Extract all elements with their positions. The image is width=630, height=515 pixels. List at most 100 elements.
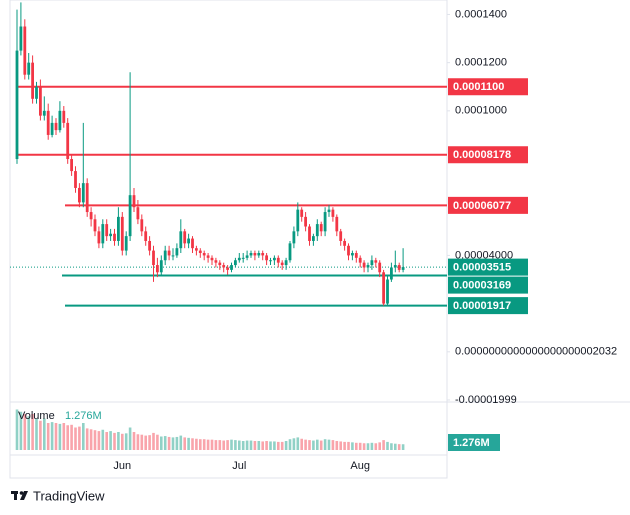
candle-body bbox=[386, 279, 389, 304]
x-tick-label: Jun bbox=[113, 460, 131, 472]
price-label: 0.0001100 bbox=[453, 81, 504, 93]
volume-bar bbox=[280, 441, 284, 450]
volume-bar bbox=[82, 423, 85, 450]
candle-body bbox=[327, 209, 331, 213]
candle-body bbox=[366, 265, 370, 268]
volume-bar bbox=[397, 444, 401, 450]
volume-bar bbox=[62, 423, 66, 450]
volume-bar bbox=[308, 440, 311, 450]
volume-bar bbox=[50, 422, 54, 450]
candle-body bbox=[339, 231, 343, 241]
candle-body bbox=[66, 122, 70, 160]
volume-bar bbox=[370, 442, 374, 450]
candle-body bbox=[276, 257, 280, 263]
volume-bar bbox=[78, 426, 81, 450]
candle-body bbox=[245, 255, 249, 258]
volume-bar bbox=[54, 423, 58, 450]
candle-body bbox=[284, 260, 288, 266]
candle-body bbox=[152, 250, 155, 266]
candle-body bbox=[292, 231, 296, 244]
candle-body bbox=[241, 257, 245, 259]
volume-bar bbox=[253, 441, 257, 450]
volume-bar bbox=[277, 441, 280, 450]
candle-body bbox=[343, 240, 346, 246]
candle-body bbox=[132, 195, 136, 208]
price-label: 0.00008178 bbox=[453, 149, 511, 161]
price-label-box bbox=[448, 276, 528, 294]
y-tick-label: 0.00004000 bbox=[455, 249, 513, 261]
candle-body bbox=[156, 265, 159, 273]
candle-body bbox=[62, 110, 66, 123]
candle-body bbox=[323, 212, 327, 232]
candle-body bbox=[265, 255, 268, 261]
volume-bar bbox=[121, 433, 124, 450]
candle-body bbox=[335, 216, 339, 232]
volume-bar bbox=[39, 420, 42, 450]
volume-bar bbox=[269, 441, 272, 450]
volume-bar bbox=[327, 439, 331, 450]
volume-bar bbox=[35, 418, 38, 450]
volume-bar bbox=[358, 442, 362, 450]
y-tick-label: 0.0001200 bbox=[455, 57, 507, 69]
candle-body bbox=[280, 262, 284, 266]
candle-body bbox=[296, 209, 300, 232]
volume-bar bbox=[206, 439, 210, 450]
volume-bar bbox=[199, 439, 202, 450]
volume-bar bbox=[97, 431, 101, 450]
volume-bar bbox=[117, 432, 120, 450]
volume-bar bbox=[160, 436, 163, 450]
volume-bar bbox=[257, 441, 261, 450]
candle-body bbox=[257, 253, 261, 256]
volume-axis-label: 1.276M bbox=[453, 437, 490, 449]
candle-body bbox=[226, 267, 229, 270]
candle-body bbox=[148, 240, 151, 251]
candle-body bbox=[312, 236, 315, 241]
volume-bar bbox=[124, 433, 128, 450]
candle-body bbox=[144, 231, 148, 241]
candle-body bbox=[214, 260, 218, 263]
candle-body bbox=[109, 233, 112, 237]
candle-body bbox=[390, 267, 393, 280]
volume-bar bbox=[85, 428, 89, 450]
x-tick-label: Jul bbox=[232, 460, 246, 472]
candle-body bbox=[58, 110, 62, 131]
volume-bar bbox=[128, 427, 132, 450]
candle-body bbox=[315, 224, 319, 237]
candle-body bbox=[308, 226, 311, 241]
volume-bar bbox=[187, 437, 190, 450]
volume-bar bbox=[74, 427, 77, 450]
price-label: 0.00003169 bbox=[453, 280, 511, 292]
price-label-box bbox=[448, 196, 528, 214]
volume-bar bbox=[226, 440, 229, 450]
brand-logo bbox=[11, 491, 28, 500]
volume-bar bbox=[179, 435, 183, 450]
volume-bar bbox=[230, 439, 233, 450]
candle-body bbox=[120, 216, 124, 251]
candle-body bbox=[175, 248, 179, 256]
volume-bar bbox=[394, 443, 397, 450]
volume-bar bbox=[241, 441, 245, 450]
candle-body bbox=[39, 86, 42, 116]
candle-body bbox=[370, 260, 374, 266]
volume-bar bbox=[296, 437, 300, 450]
candle-body bbox=[210, 257, 214, 261]
volume-bar bbox=[23, 414, 27, 450]
candle-body bbox=[319, 224, 323, 232]
price-label-box bbox=[448, 78, 528, 96]
candle-body bbox=[273, 257, 276, 261]
candle-body bbox=[35, 86, 38, 99]
candle-body bbox=[230, 265, 233, 270]
volume-bar bbox=[214, 440, 218, 450]
volume-bar bbox=[339, 441, 342, 450]
candle-body bbox=[117, 216, 120, 241]
volume-title: Volume bbox=[18, 410, 55, 422]
candle-body bbox=[288, 243, 292, 261]
candle-body bbox=[74, 171, 77, 188]
volume-bar bbox=[210, 439, 214, 450]
volume-bar bbox=[366, 443, 370, 450]
candle-body bbox=[191, 238, 194, 249]
candle-body bbox=[331, 209, 335, 217]
volume-bar bbox=[347, 441, 350, 450]
volume-bar bbox=[245, 440, 249, 450]
volume-bar bbox=[105, 432, 108, 450]
